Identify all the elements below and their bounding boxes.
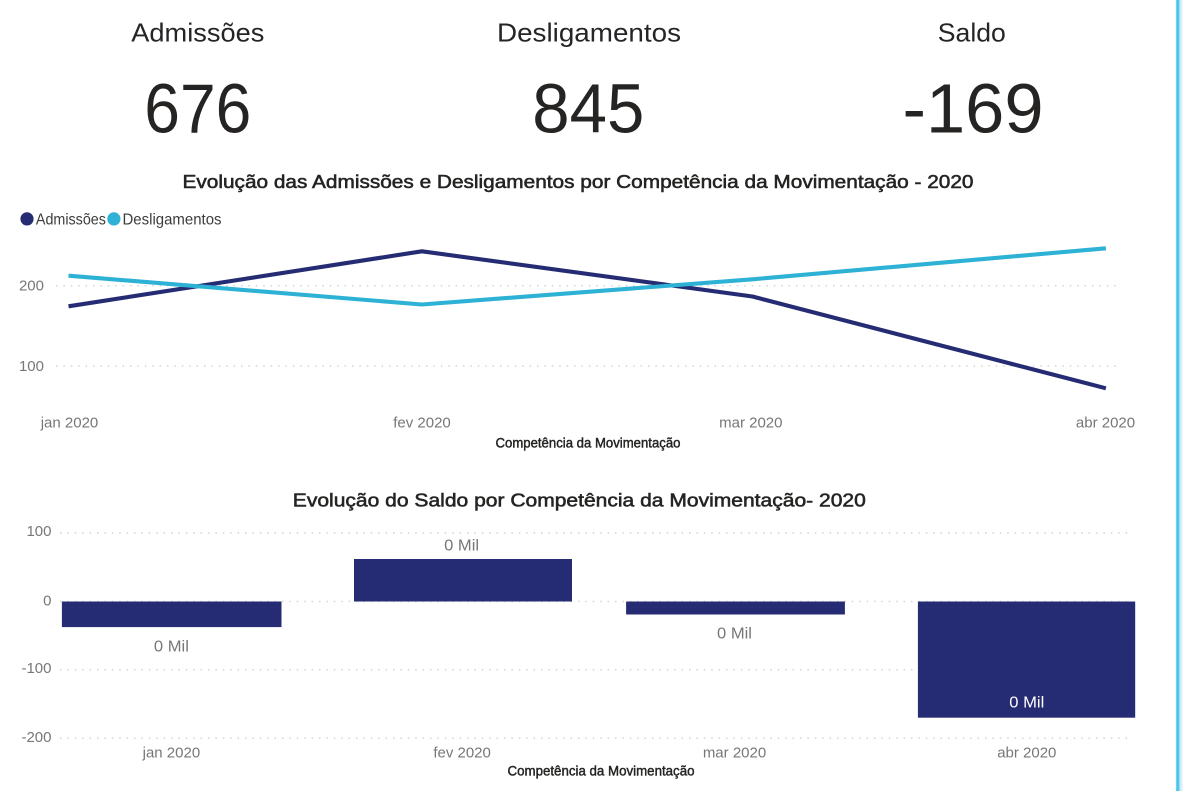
svg-text:Competência da Movimentação: Competência da Movimentação <box>496 435 681 451</box>
svg-text:Admissões: Admissões <box>36 212 106 229</box>
svg-text:100: 100 <box>19 358 44 375</box>
svg-text:fev 2020: fev 2020 <box>433 744 491 761</box>
svg-text:Desligamentos: Desligamentos <box>123 212 222 229</box>
svg-text:200: 200 <box>19 278 44 295</box>
svg-text:Desligamentos: Desligamentos <box>497 18 681 48</box>
svg-text:0 Mil: 0 Mil <box>717 626 752 643</box>
svg-text:jan 2020: jan 2020 <box>142 744 201 761</box>
svg-text:0 Mil: 0 Mil <box>154 639 189 656</box>
svg-text:676: 676 <box>144 70 251 148</box>
svg-text:0 Mil: 0 Mil <box>444 538 479 555</box>
svg-text:mar 2020: mar 2020 <box>719 415 782 432</box>
svg-text:abr 2020: abr 2020 <box>1076 415 1135 432</box>
svg-text:-169: -169 <box>903 70 1044 148</box>
svg-text:abr 2020: abr 2020 <box>997 744 1056 761</box>
svg-text:Saldo: Saldo <box>938 18 1006 48</box>
svg-text:845: 845 <box>532 70 644 148</box>
svg-text:-200: -200 <box>21 729 51 746</box>
svg-text:jan 2020: jan 2020 <box>40 415 99 432</box>
svg-text:Admissões: Admissões <box>131 18 264 48</box>
svg-text:0 Mil: 0 Mil <box>1009 694 1044 711</box>
svg-text:0: 0 <box>43 593 51 610</box>
svg-text:Competência da Movimentação: Competência da Movimentação <box>508 763 695 779</box>
svg-text:mar 2020: mar 2020 <box>703 744 766 761</box>
svg-text:-100: -100 <box>21 660 51 677</box>
svg-text:Evolução das Admissões e Desli: Evolução das Admissões e Desligamentos p… <box>183 171 974 192</box>
svg-text:Evolução do Saldo por Competên: Evolução do Saldo por Competência da Mov… <box>293 489 866 510</box>
svg-text:100: 100 <box>26 523 51 540</box>
svg-text:fev 2020: fev 2020 <box>393 415 451 432</box>
